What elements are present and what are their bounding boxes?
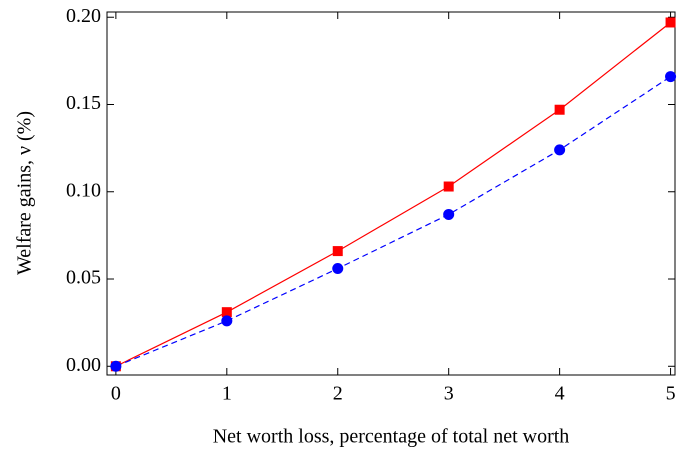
x-tick-label: 5 [666,383,676,405]
marker [665,71,677,83]
y-tick-label: 0.20 [66,5,101,27]
x-tick-label: 1 [222,383,232,405]
series-line [115,76,671,367]
x-tick-label: 4 [555,383,565,405]
marker [554,104,565,115]
marker [332,263,344,275]
y-tick-label: 0.10 [66,179,101,201]
y-tick-label: 0.05 [66,267,101,289]
y-tick-label: 0.00 [66,354,101,376]
x-tick-label: 2 [333,383,343,405]
marker [443,208,455,220]
plot-frame [106,11,676,376]
marker [443,181,454,192]
x-tick-label: 3 [444,383,454,405]
marker [221,307,232,318]
marker [554,144,566,156]
x-tick-label: 0 [111,383,121,405]
x-axis-label: Net worth loss, percentage of total net … [213,426,570,448]
y-tick-label: 0.15 [66,92,101,114]
marker [221,315,233,327]
marker [332,246,343,257]
marker [665,17,676,28]
series-line [115,21,671,367]
marker [110,360,122,372]
y-axis-label: Welfare gains, ν (%) [14,111,36,275]
